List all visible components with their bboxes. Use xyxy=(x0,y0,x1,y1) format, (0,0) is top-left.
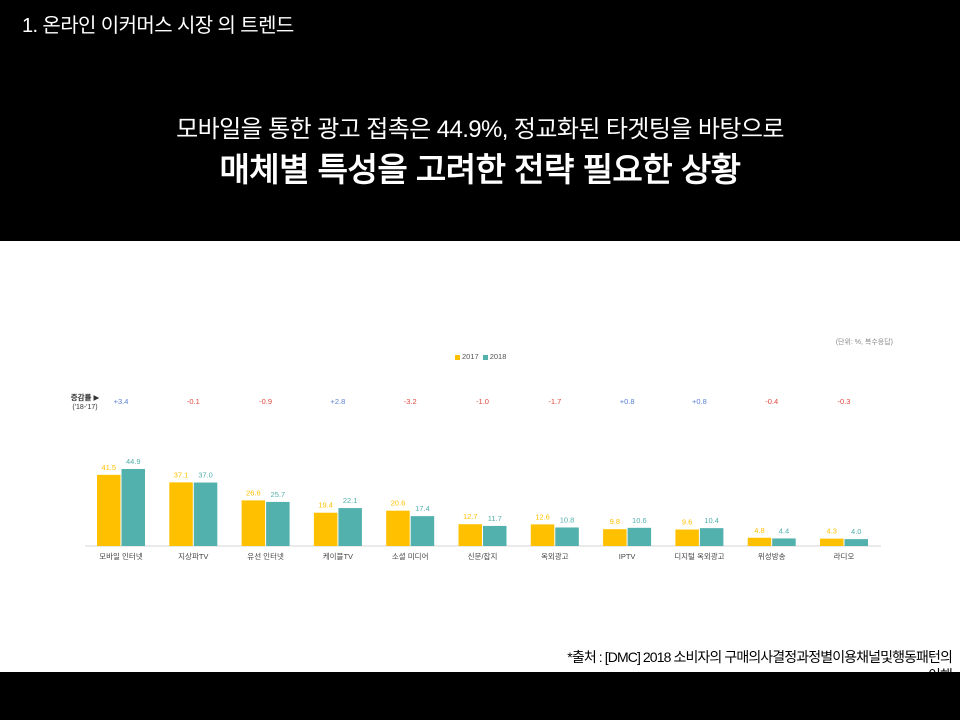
legend-swatch-2017 xyxy=(455,354,460,360)
bar-2017 xyxy=(313,512,338,546)
legend-swatch-2018 xyxy=(482,354,488,360)
bar-2017 xyxy=(458,524,482,546)
value-label-2017: 4.8 xyxy=(754,526,764,535)
value-label-2017: 41.5 xyxy=(101,463,116,472)
change-label: +0.8 xyxy=(620,397,635,406)
section-title: 1. 온라인 이커머스 시장 의 트렌드 xyxy=(22,15,294,37)
value-label-2018: 37.0 xyxy=(198,471,213,480)
chart-unit-note: (단위: %, 복수응답) xyxy=(835,339,893,346)
change-label: -1.0 xyxy=(476,397,489,406)
footer-band xyxy=(0,672,960,720)
bar-2017 xyxy=(530,524,555,546)
category-label: 소셜 미디어 xyxy=(392,551,429,561)
value-label-2017: 9.8 xyxy=(610,517,620,526)
change-label: -3.2 xyxy=(404,397,417,406)
change-label: -0.4 xyxy=(765,397,778,406)
change-label: -1.7 xyxy=(548,397,561,406)
category-label: 디지털 옥외광고 xyxy=(674,551,724,561)
change-row-header: 증감률 ▶ ('18-'17) xyxy=(60,393,110,412)
bar-2018 xyxy=(772,538,796,546)
value-label-2017: 19.4 xyxy=(318,501,333,510)
bar-2018 xyxy=(844,539,868,546)
change-label: -0.1 xyxy=(187,397,200,406)
value-label-2018: 4.4 xyxy=(779,526,789,535)
change-label: +2.8 xyxy=(330,397,345,406)
category-label: 케이블TV xyxy=(323,551,353,561)
value-label-2018: 25.7 xyxy=(271,490,286,499)
bar-2018 xyxy=(627,527,652,546)
change-label: +0.8 xyxy=(692,397,707,406)
change-row-subtitle: ('18-'17) xyxy=(72,404,98,411)
value-label-2018: 17.4 xyxy=(415,504,430,513)
value-label-2018: 10.4 xyxy=(704,516,719,525)
category-label: 옥외광고 xyxy=(541,551,569,561)
category-label: 모바일 인터넷 xyxy=(99,551,143,561)
bar-2017 xyxy=(97,474,121,546)
headline-line-1: 모바일을 통한 광고 접촉은 44.9%, 정교화된 타겟팅을 바탕으로 xyxy=(176,116,784,143)
bar-2017 xyxy=(603,529,627,546)
bar-chart: 41.5 44.9 모바일 인터넷 +3.4 37.1 37.0 지상파TV -0.1 26.6… xyxy=(85,397,881,561)
value-label-2018: 4.0 xyxy=(851,527,861,536)
bar-2018 xyxy=(266,501,290,546)
bar-2018 xyxy=(483,525,507,546)
category-label: 신문/잡지 xyxy=(468,551,498,561)
change-label: -0.3 xyxy=(838,397,851,406)
value-label-2017: 26.6 xyxy=(246,488,261,497)
bar-2018 xyxy=(555,527,579,546)
bar-2017 xyxy=(820,538,844,546)
value-label-2018: 10.6 xyxy=(632,516,647,525)
bar-2017 xyxy=(169,482,193,546)
change-row-title: 증감률 ▶ xyxy=(70,393,100,402)
category-label: 지상파TV xyxy=(178,551,208,561)
value-label-2017: 37.1 xyxy=(174,470,189,479)
chart-legend: 2017 2018 xyxy=(455,352,510,362)
change-label: -0.9 xyxy=(259,397,272,406)
category-label: 유선 인터넷 xyxy=(247,551,284,561)
category-label: IPTV xyxy=(619,552,636,561)
value-label-2017: 12.7 xyxy=(463,512,478,521)
value-label-2018: 22.1 xyxy=(343,496,358,505)
legend-label-2017: 2017 xyxy=(462,352,479,361)
value-label-2018: 44.9 xyxy=(126,457,141,466)
legend-item-2018: 2018 xyxy=(482,352,507,362)
headline-line-2: 매체별 특성을 고려한 전략 필요한 상황 xyxy=(219,151,741,188)
legend-label-2018: 2018 xyxy=(489,352,507,361)
bar-2018 xyxy=(699,528,724,546)
change-label: +3.4 xyxy=(114,397,129,406)
bar-2017 xyxy=(675,529,699,546)
legend-item-2017: 2017 xyxy=(455,352,479,362)
value-label-2017: 12.6 xyxy=(535,512,550,521)
value-label-2017: 20.6 xyxy=(391,499,406,508)
bar-2017 xyxy=(386,510,410,546)
value-label-2017: 4.3 xyxy=(827,527,837,536)
source-footnote-line-1: *출처 : [DMC] 2018 소비자의 구매의사결정과정별이용채널및행동패턴… xyxy=(567,649,953,665)
bar-2017 xyxy=(747,537,772,546)
value-label-2018: 11.7 xyxy=(488,514,502,523)
bar-2018 xyxy=(121,468,145,546)
bar-2018 xyxy=(410,516,435,546)
bar-2018 xyxy=(338,508,362,546)
category-label: 위성방송 xyxy=(758,551,786,561)
header-band: 1. 온라인 이커머스 시장 의 트렌드 모바일을 통한 광고 접촉은 44.9… xyxy=(0,0,960,241)
value-label-2017: 9.6 xyxy=(682,518,692,527)
bar-2018 xyxy=(193,482,218,546)
value-label-2018: 10.8 xyxy=(560,515,575,524)
category-label: 라디오 xyxy=(834,552,855,561)
bar-2017 xyxy=(241,500,266,546)
